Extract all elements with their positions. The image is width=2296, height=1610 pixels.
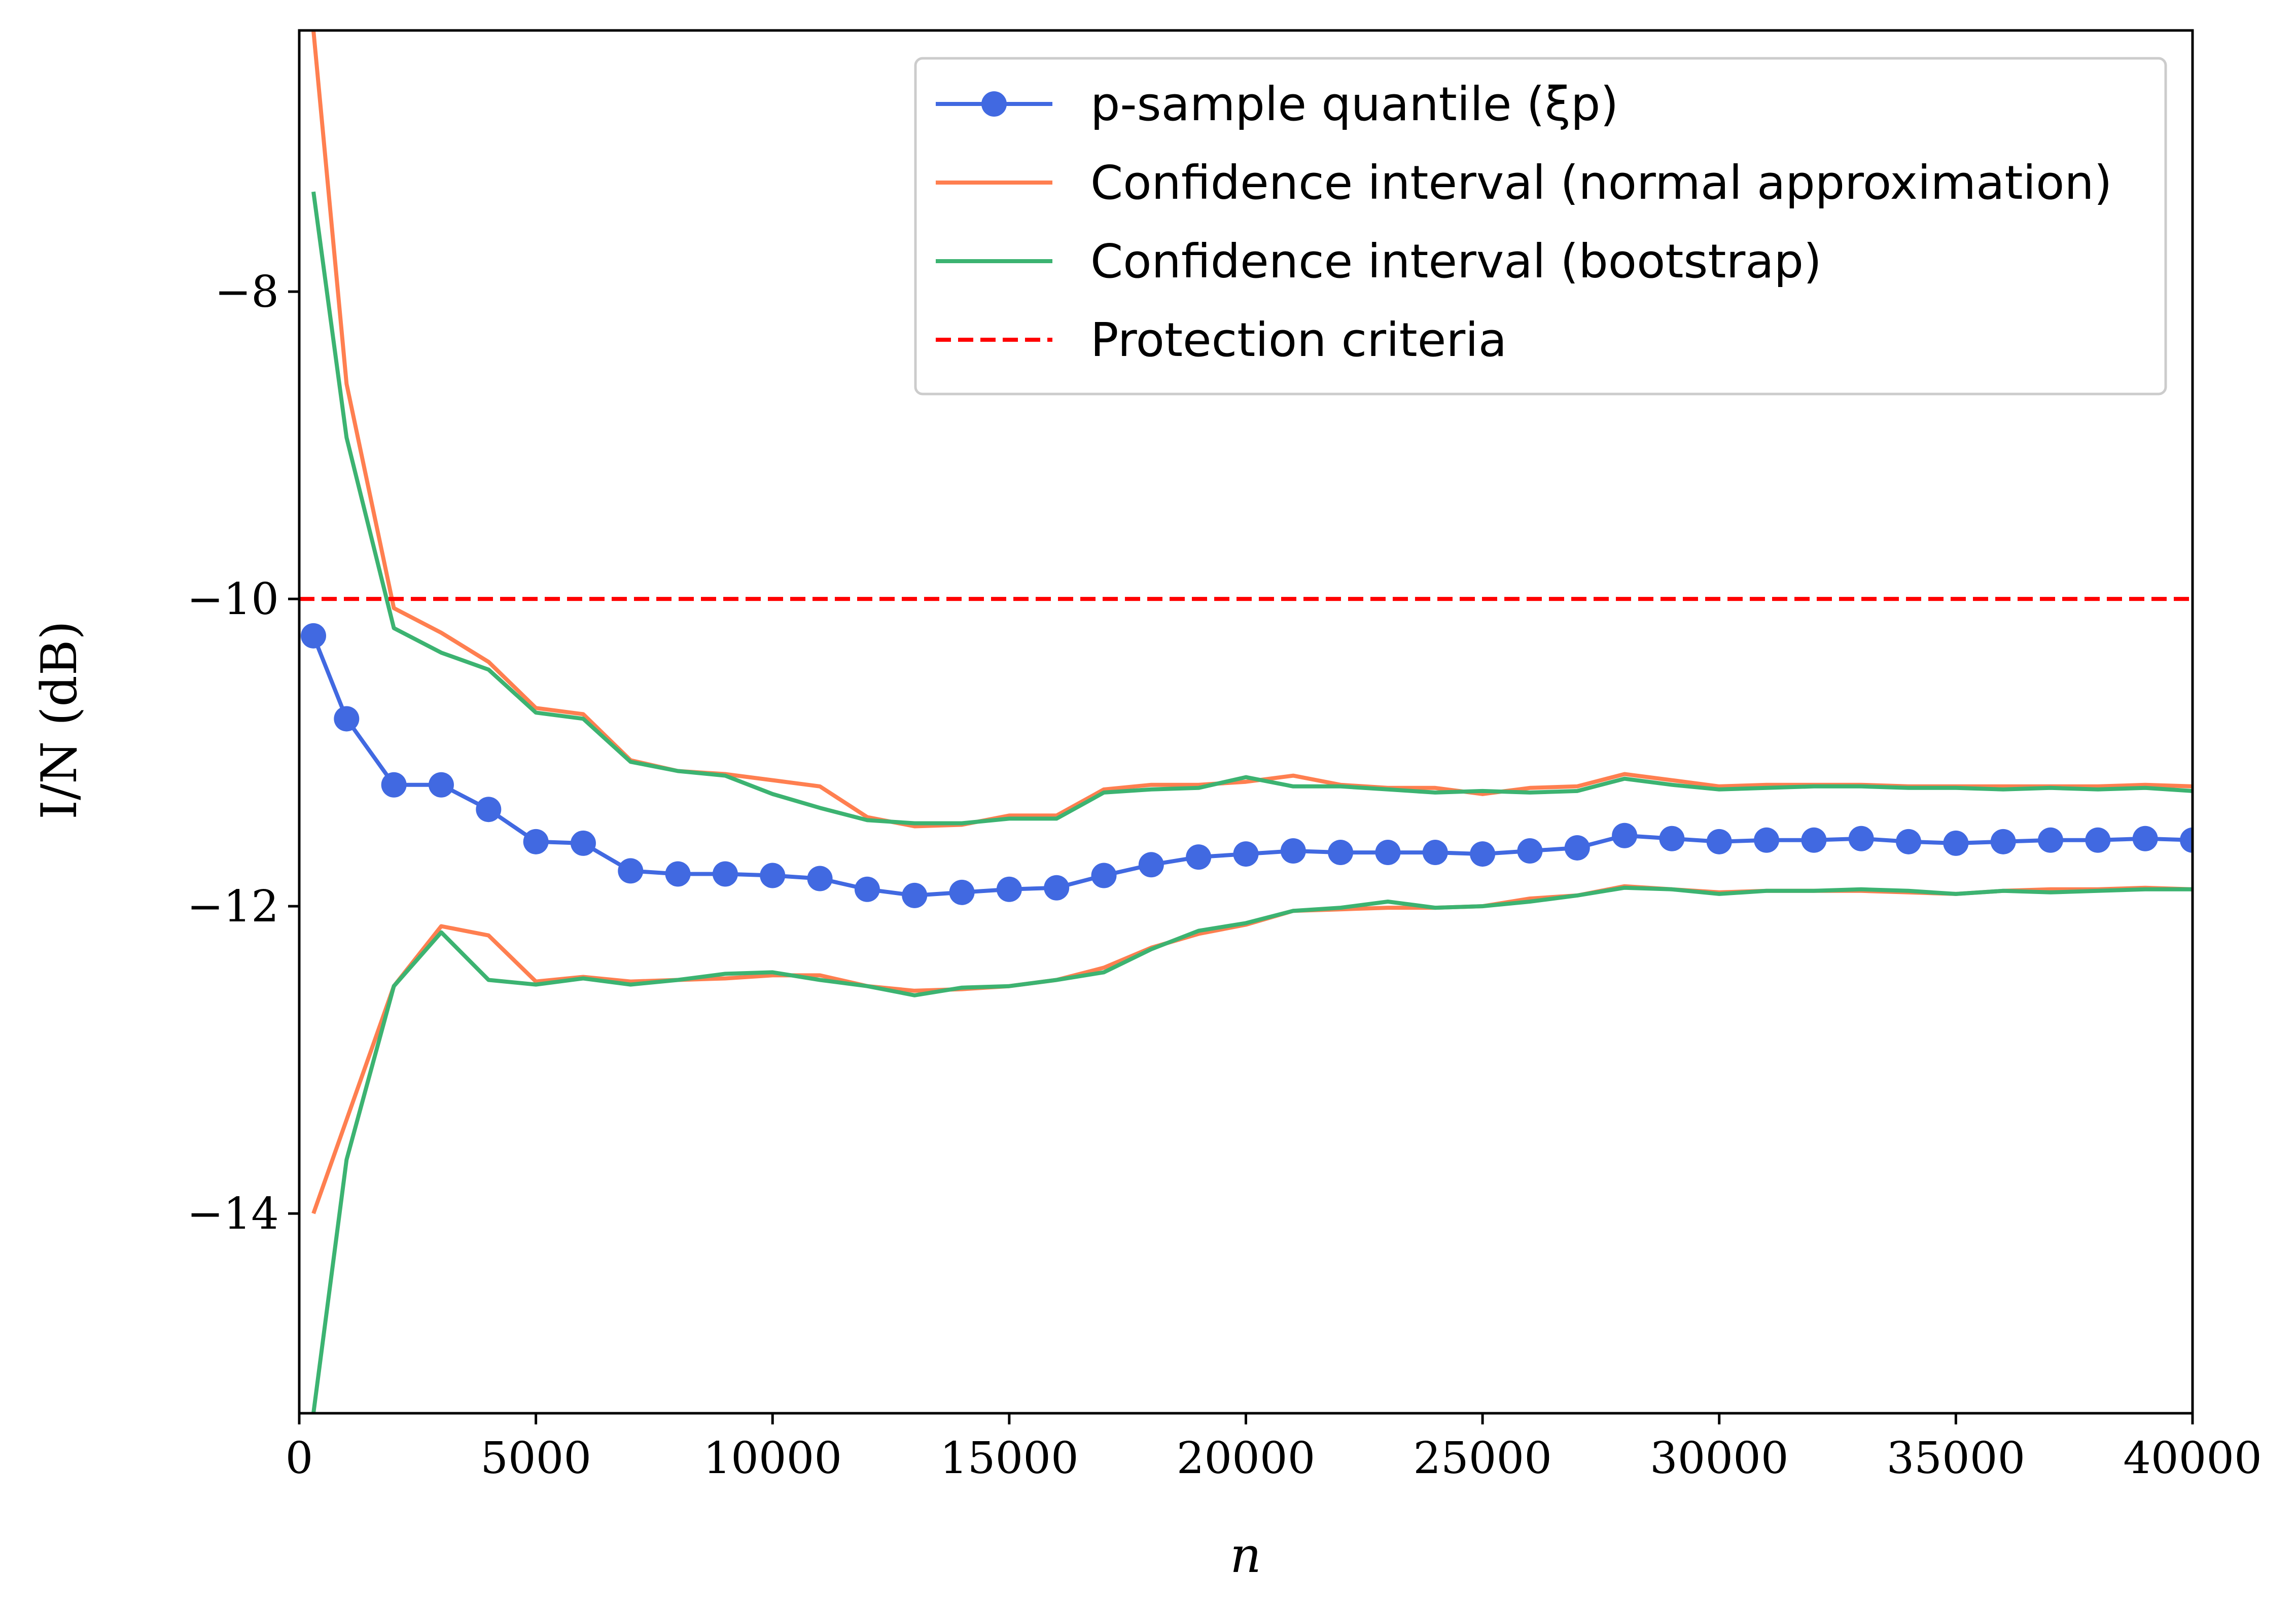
quantile-point-35 [1943,830,1969,856]
x-tick-label: 25000 [1413,1433,1552,1484]
quantile-point-24 [1422,840,1448,866]
quantile-point-19 [1186,844,1212,870]
legend-entry-label: Protection criteria [1090,313,1507,367]
legend-entry-label: Confidence interval (bootstrap) [1090,234,1822,289]
y-axis-label-text: I/N (dB) [31,621,88,819]
quantile-point-23 [1375,840,1401,866]
x-tick-label: 15000 [940,1433,1079,1484]
quantile-point-14 [949,879,975,905]
quantile-point-16 [1044,875,1070,901]
quantile-point-22 [1328,840,1354,866]
quantile-point-36 [1990,829,2016,854]
quantile-point-13 [902,882,928,908]
y-tick-label: −12 [187,881,279,932]
x-tick-label: 40000 [2123,1433,2262,1484]
quantile-point-37 [2038,827,2064,853]
quantile-point-34 [1896,829,1922,854]
quantile-point-5 [523,829,549,854]
x-axis-label: n [1230,1527,1261,1584]
quantile-point-7 [618,858,644,884]
y-axis-label: I/N (dB) [31,621,88,819]
quantile-point-8 [665,861,691,887]
x-tick-label: 35000 [1887,1433,2026,1484]
quantile-point-12 [854,876,880,902]
x-tick-label: 20000 [1177,1433,1316,1484]
quantile-point-21 [1280,838,1306,864]
x-tick-label: 30000 [1650,1433,1789,1484]
quantile-point-32 [1801,827,1827,853]
quantile-point-1 [334,706,360,732]
quantile-point-28 [1612,822,1638,848]
quantile-point-9 [712,861,738,887]
quantile-point-30 [1706,829,1732,854]
quantile-point-40 [2180,827,2193,853]
quantile-point-38 [2085,827,2111,853]
quantile-point-6 [570,830,596,856]
y-tick-label: −10 [187,574,279,625]
plot-area [299,30,2193,1413]
quantile-point-3 [428,772,454,798]
legend: p-sample quantile (ξp) Confidence interva… [914,57,2167,396]
quantile-point-25 [1470,841,1496,867]
x-tick-label: 0 [286,1433,313,1484]
quantile-point-39 [2132,826,2158,851]
series-line-(bootstrap)-lower [311,885,2193,1413]
quantile-point-26 [1517,838,1543,864]
x-tick-label: 10000 [703,1433,842,1484]
legend-entry-label: Confidence interval (normal approximatio… [1090,156,2112,210]
legend-box [914,57,2167,396]
quantile-point-20 [1233,841,1259,867]
legend-marker [981,91,1007,117]
quantile-point-11 [807,866,833,891]
quantile-point-0 [300,623,326,649]
quantile-point-31 [1754,827,1780,853]
series-line-(bootstrap)-upper [311,191,2193,826]
y-tick-label: −8 [215,267,279,317]
quantile-point-2 [381,772,407,798]
quantile-point-10 [760,863,786,888]
quantile-point-33 [1848,826,1874,851]
x-tick-label: 5000 [480,1433,591,1484]
x-axis-label-text: n [1230,1527,1261,1584]
legend-entry-label: p-sample quantile (ξp) [1090,77,1618,131]
y-tick-label: −14 [187,1189,279,1239]
x-axis: 0 5000 10000 15000 20000 25000 30000 35000 40000 [286,1413,2262,1484]
quantile-point-4 [476,797,502,822]
quantile-point-17 [1091,863,1117,888]
quantile-point-18 [1138,852,1164,878]
quantile-point-15 [996,876,1022,902]
y-axis: −8 −10 −12 −14 [187,267,299,1239]
quantile-point-27 [1564,835,1590,861]
quantile-point-29 [1659,826,1685,851]
